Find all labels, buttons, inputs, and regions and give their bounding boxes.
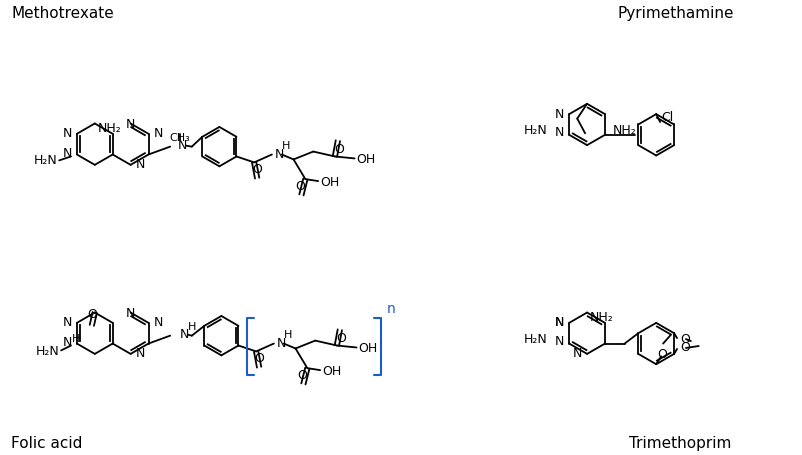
Text: NH₂: NH₂ — [613, 124, 637, 137]
Text: O: O — [334, 143, 344, 156]
Text: Methotrexate: Methotrexate — [11, 6, 114, 21]
Text: N: N — [136, 347, 145, 360]
Text: CH₃: CH₃ — [170, 133, 190, 143]
Text: H₂N: H₂N — [524, 333, 548, 346]
Text: O: O — [336, 332, 346, 345]
Text: H: H — [188, 322, 196, 332]
Text: Pyrimethamine: Pyrimethamine — [618, 6, 734, 21]
Text: H₂N: H₂N — [524, 124, 548, 137]
Text: N: N — [555, 335, 565, 348]
Text: N: N — [277, 337, 286, 350]
Text: Trimethoprim: Trimethoprim — [630, 435, 731, 450]
Text: N: N — [275, 148, 284, 161]
Text: O: O — [252, 163, 262, 176]
Text: NH₂: NH₂ — [590, 311, 614, 324]
Text: O: O — [295, 180, 306, 193]
Text: N: N — [178, 139, 188, 152]
Text: N: N — [136, 158, 145, 172]
Text: N: N — [555, 316, 565, 329]
Text: N: N — [63, 336, 72, 349]
Text: N: N — [180, 328, 189, 341]
Text: H₂N: H₂N — [34, 154, 57, 167]
Text: OH: OH — [322, 364, 342, 378]
Text: NH₂: NH₂ — [98, 122, 121, 135]
Text: N: N — [573, 347, 582, 360]
Text: OH: OH — [358, 342, 378, 355]
Text: H: H — [71, 334, 80, 344]
Text: O: O — [680, 341, 690, 354]
Text: O: O — [657, 349, 667, 361]
Text: OH: OH — [320, 176, 339, 188]
Text: N: N — [63, 127, 72, 140]
Text: N: N — [126, 118, 136, 131]
Text: OH: OH — [357, 153, 376, 166]
Text: N: N — [63, 316, 72, 329]
Text: N: N — [153, 127, 163, 140]
Text: Cl: Cl — [661, 111, 674, 124]
Text: N: N — [555, 108, 565, 121]
Text: N: N — [63, 147, 72, 160]
Text: O: O — [680, 333, 690, 346]
Text: H: H — [282, 141, 290, 151]
Text: N: N — [153, 316, 163, 329]
Text: N: N — [126, 308, 136, 320]
Text: O: O — [254, 352, 264, 365]
Text: H₂N: H₂N — [35, 345, 59, 358]
Text: N: N — [555, 316, 565, 329]
Text: n: n — [387, 302, 396, 316]
Text: H: H — [284, 330, 292, 340]
Text: Folic acid: Folic acid — [11, 435, 83, 450]
Text: O: O — [87, 308, 97, 321]
Text: N: N — [555, 126, 565, 139]
Text: O: O — [298, 369, 307, 382]
